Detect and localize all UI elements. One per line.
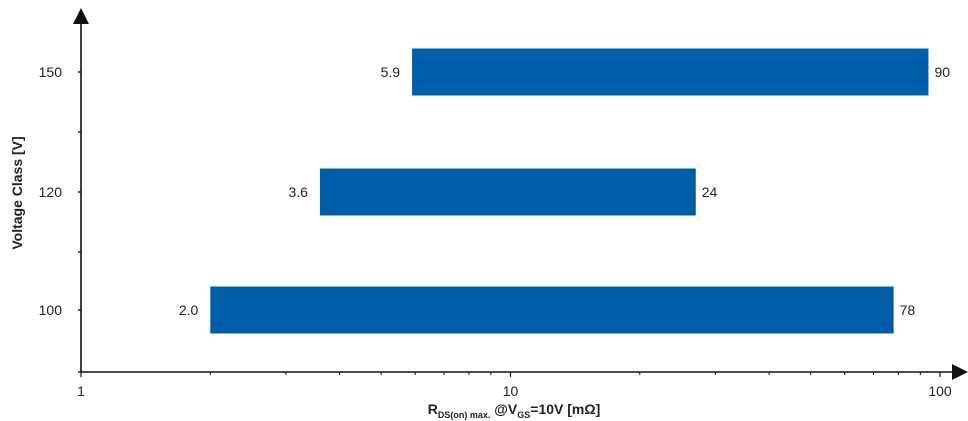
bar-start-label: 2.0 xyxy=(179,302,199,318)
range-bar xyxy=(210,286,894,334)
x-axis-title-subscript: DS(on) max. xyxy=(438,410,491,420)
x-tick-label: 1 xyxy=(77,383,85,399)
x-axis-title-part: @V xyxy=(490,401,518,417)
x-axis-ticks: 1 10 100 xyxy=(77,372,952,399)
axes xyxy=(73,8,968,380)
range-bar xyxy=(319,168,696,216)
bar-end-label: 90 xyxy=(934,64,950,80)
bar-start-label: 3.6 xyxy=(288,184,308,200)
y-axis-title: Voltage Class [V] xyxy=(9,136,25,249)
range-bar xyxy=(412,48,929,96)
y-tick-label: 150 xyxy=(39,64,63,80)
x-axis-title-part: R xyxy=(428,401,438,417)
x-axis-title-part: =10V [mΩ] xyxy=(530,401,600,417)
bar-end-label: 24 xyxy=(702,184,718,200)
x-axis-title: RDS(on) max. @VGS=10V [mΩ] xyxy=(428,401,601,420)
bar-end-label: 78 xyxy=(900,302,916,318)
y-tick-label: 120 xyxy=(39,184,63,200)
y-tick-label: 100 xyxy=(39,302,63,318)
x-tick-label: 100 xyxy=(928,383,952,399)
x-tick-label: 10 xyxy=(503,383,519,399)
x-axis-title-subscript: GS xyxy=(517,410,530,420)
bars: 5.9 90 3.6 24 2.0 78 xyxy=(179,48,950,334)
y-axis-ticks: 150 120 100 xyxy=(39,14,81,373)
bar-start-label: 5.9 xyxy=(381,64,401,80)
